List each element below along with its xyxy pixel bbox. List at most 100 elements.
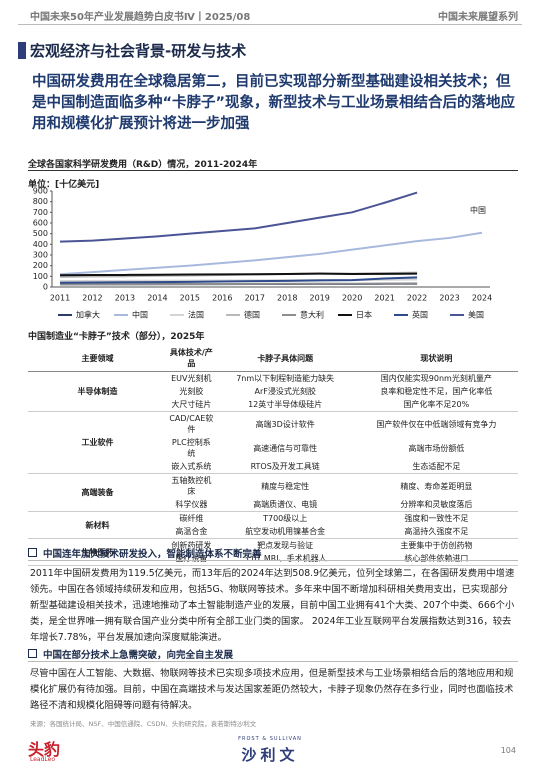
table-cell: 高端质谱仪、电镜 bbox=[215, 498, 355, 512]
headline: 中国研发费用在全球稳居第二，目前已实现部分新型基础建设相关技术；但是中国制造面临… bbox=[32, 74, 516, 132]
x-tick-label: 2017 bbox=[245, 294, 265, 303]
table-row: 大尺寸硅片 12英寸半导体级硅片 国产化率不足20% bbox=[28, 398, 518, 412]
domain-cell: 新材料 bbox=[28, 511, 167, 539]
series-line bbox=[59, 191, 418, 243]
section-title: 宏观经济与社会背景-研发与技术 bbox=[30, 42, 247, 60]
table-cell: 高端3D设计软件 bbox=[255, 419, 315, 429]
legend-label: 美国 bbox=[468, 310, 484, 320]
table-row: 工业软件 CAD/CAE软件 高端3D设计软件 国产软件仅在中低端领域有竞争力 bbox=[28, 411, 518, 474]
title-marker bbox=[18, 42, 26, 59]
table-cell: 国内仅能实现90nm光刻机量产 bbox=[380, 374, 492, 383]
chart-title: 全球各国家科学研发费用（R&D）情况，2011-2024年 bbox=[28, 160, 258, 170]
x-tick-label: 2020 bbox=[342, 294, 362, 303]
table-cell: 光刻胶 bbox=[179, 387, 204, 396]
y-tick-label: 800 bbox=[33, 197, 48, 206]
x-tick-label: 2024 bbox=[472, 294, 492, 303]
x-tick-label: 2016 bbox=[212, 294, 232, 303]
domain-cell: 工业软件 bbox=[28, 411, 167, 474]
table-row: 嵌入式系统 RTOS及开发工具链 生态适配不足 bbox=[28, 460, 518, 474]
column-header: 主要领域 bbox=[28, 345, 167, 372]
table-cell: 国产化率不足20% bbox=[354, 398, 518, 412]
table-cell: 科学仪器 bbox=[166, 498, 216, 512]
legend-label: 意大利 bbox=[300, 310, 324, 320]
legend-label: 法国 bbox=[188, 310, 204, 320]
legend-label: 德国 bbox=[244, 310, 260, 320]
series-line bbox=[60, 282, 418, 286]
table-cell: RTOS及开发工具链 bbox=[215, 460, 355, 474]
table-cell: 高速通信与可靠性 bbox=[253, 443, 318, 453]
table-cell: 12英寸半导体级硅片 bbox=[215, 398, 355, 412]
legend-label: 英国 bbox=[412, 310, 428, 320]
series-line bbox=[59, 272, 418, 277]
table-cell: 高端市场份额低 bbox=[408, 443, 465, 453]
section-rule bbox=[28, 661, 518, 662]
table-cell: T700级以上 bbox=[263, 514, 308, 523]
x-tick-label: 2013 bbox=[115, 294, 135, 303]
table-cell: CAD/CAE软件 bbox=[169, 414, 214, 434]
logo: 头豹 bbox=[28, 740, 61, 759]
series-line bbox=[59, 231, 483, 276]
table-cell: 大尺寸硅片 bbox=[166, 398, 216, 412]
table-cell: ArF浸没式光刻胶 bbox=[254, 387, 316, 396]
series-line bbox=[59, 276, 418, 284]
x-tick-label: 2018 bbox=[277, 294, 297, 303]
x-tick-label: 2019 bbox=[310, 294, 330, 303]
section-body: 尽管中国在人工智能、大数据、物联网等技术已实现多项技术应用，但是新型技术与工业场… bbox=[30, 668, 514, 711]
table-cell: PLC控制系统 bbox=[171, 438, 211, 458]
table-title: 中国制造业“卡脖子”技术（部分），2025年 bbox=[28, 332, 205, 342]
table-row: 高端装备 五轴数控机床 精度与稳定性 精度、寿命差距明显 bbox=[28, 473, 518, 512]
header-title: 中国未来50年产业发展趋势白皮书Ⅳ丨2025/08 bbox=[30, 12, 251, 23]
table-row: 科学仪器 高端质谱仪、电镜 分辨率和灵敏度落后 bbox=[28, 498, 518, 512]
section-body: 2011年中国研发费用为119.5亿美元，而13年后的2024年达到508.9亿… bbox=[30, 568, 515, 643]
y-tick-label: 900 bbox=[33, 187, 48, 196]
table-cell: 核心部件依赖进口 bbox=[354, 552, 518, 566]
table-row: PLC控制系统 高速通信与可靠性 高端市场份额低 bbox=[28, 436, 518, 460]
y-tick-label: 700 bbox=[33, 208, 48, 217]
table-cell: 五轴数控机床 bbox=[171, 476, 212, 496]
table-cell: EUV光刻机 bbox=[171, 374, 212, 383]
chart-rule bbox=[28, 170, 518, 171]
y-tick-label: 300 bbox=[33, 251, 48, 260]
y-tick-label: 500 bbox=[33, 229, 48, 238]
page-number: 104 bbox=[500, 746, 516, 755]
table-cell: 嵌入式系统 bbox=[166, 460, 216, 474]
y-tick-label: 400 bbox=[33, 240, 48, 249]
section-heading: 中国在部分技术上急需突破，向完全自主发展 bbox=[28, 647, 233, 661]
x-tick-label: 2021 bbox=[374, 294, 394, 303]
column-header: 现状说明 bbox=[354, 345, 518, 372]
domain-cell: 半导体制造 bbox=[28, 371, 167, 412]
table-cell: 精度、寿命差距明显 bbox=[400, 481, 473, 491]
table-cell: 良率和稳定性不足，国产化率低 bbox=[380, 387, 493, 396]
table-cell: 精度与稳定性 bbox=[261, 481, 310, 491]
logo-sub: LeadLeo bbox=[30, 756, 56, 763]
domain-cell: 高端装备 bbox=[28, 473, 167, 512]
unit-label: 单位：[十亿美元] bbox=[28, 180, 100, 190]
table-cell: 靶点发现与验证 bbox=[257, 541, 314, 550]
section-rule bbox=[28, 560, 518, 561]
column-header: 具体技术/产品 bbox=[166, 345, 216, 372]
y-tick-label: 200 bbox=[33, 261, 48, 270]
legend-label: 加拿大 bbox=[76, 310, 100, 320]
legend-label: 中国 bbox=[132, 310, 148, 320]
table-cell: 高温合金 bbox=[166, 525, 216, 539]
source: 来源：各国统计局、NSF、中国信通院、CSDN、头豹研究院，袁若斯特沙利文 bbox=[30, 720, 257, 728]
table-cell: 高温持久强度不足 bbox=[354, 525, 518, 539]
y-tick-label: 600 bbox=[33, 219, 48, 228]
table-row: 高温合金 航空发动机用镍基合金 高温持久强度不足 bbox=[28, 525, 518, 539]
header-series: 中国未来展望系列 bbox=[438, 12, 518, 23]
y-tick-label: 100 bbox=[33, 272, 48, 281]
table-cell: 国产软件仅在中低端领域有竞争力 bbox=[376, 419, 497, 429]
table: 主要领域 具体技术/产品 卡脖子具体问题 现状说明 半导体制造 EUV光刻机 7nm以下制程… bbox=[28, 345, 518, 566]
table-cell: 7nm以下制程制造能力缺失 bbox=[236, 374, 335, 383]
brand: 沙利文 bbox=[241, 746, 299, 764]
header-rule bbox=[18, 24, 522, 25]
legend-label: 日本 bbox=[356, 310, 372, 320]
table-row: 光刻胶 ArF浸没式光刻胶 良率和稳定性不足，国产化率低 bbox=[28, 385, 518, 398]
table-cell: 分辨率和灵敏度落后 bbox=[354, 498, 518, 512]
y-tick-label: 0 bbox=[43, 283, 48, 292]
table-row: 半导体制造 EUV光刻机 7nm以下制程制造能力缺失 国内仅能实现90nm光刻机量产 bbox=[28, 371, 518, 412]
section-heading: 中国连年加大技术研发投入，智能制造体系不断完善 bbox=[28, 546, 262, 560]
x-tick-label: 2023 bbox=[439, 294, 459, 303]
